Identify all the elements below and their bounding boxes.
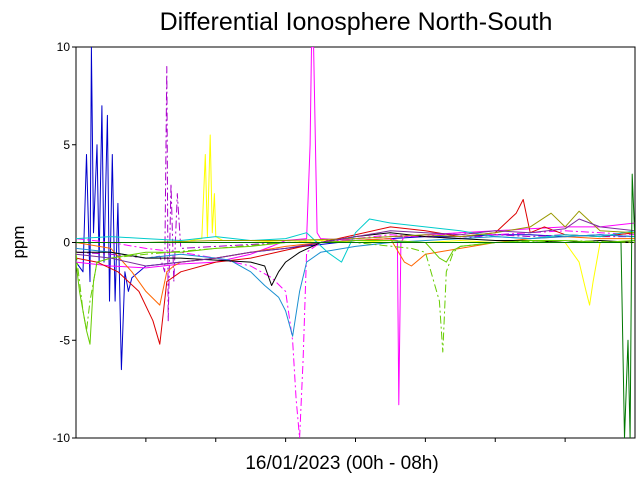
y-tick-label: -5 xyxy=(59,333,70,347)
y-tick-label: -10 xyxy=(53,431,71,445)
y-tick-label: 5 xyxy=(63,138,70,152)
series-line-5 xyxy=(76,230,635,438)
series-line-10 xyxy=(76,232,635,286)
series-line-3 xyxy=(76,134,635,306)
series-line-13 xyxy=(76,210,635,243)
y-tick-label: 0 xyxy=(63,236,70,250)
series-line-9 xyxy=(76,234,635,337)
series-line-15 xyxy=(76,173,635,438)
plot-area: 10 5 0 -5 -10 xyxy=(53,40,636,445)
y-tick-label: 10 xyxy=(57,40,71,54)
x-axis-label: 16/01/2023 (00h - 08h) xyxy=(245,453,438,474)
y-axis-label: ppm xyxy=(9,225,28,258)
series-line-4 xyxy=(76,47,635,406)
series-line-7 xyxy=(76,199,635,345)
series-line-1 xyxy=(76,47,635,371)
series-line-2 xyxy=(76,66,635,322)
chart-title: Differential Ionosphere North-South xyxy=(160,8,553,36)
series-group xyxy=(76,47,635,438)
series-line-14 xyxy=(76,218,635,267)
